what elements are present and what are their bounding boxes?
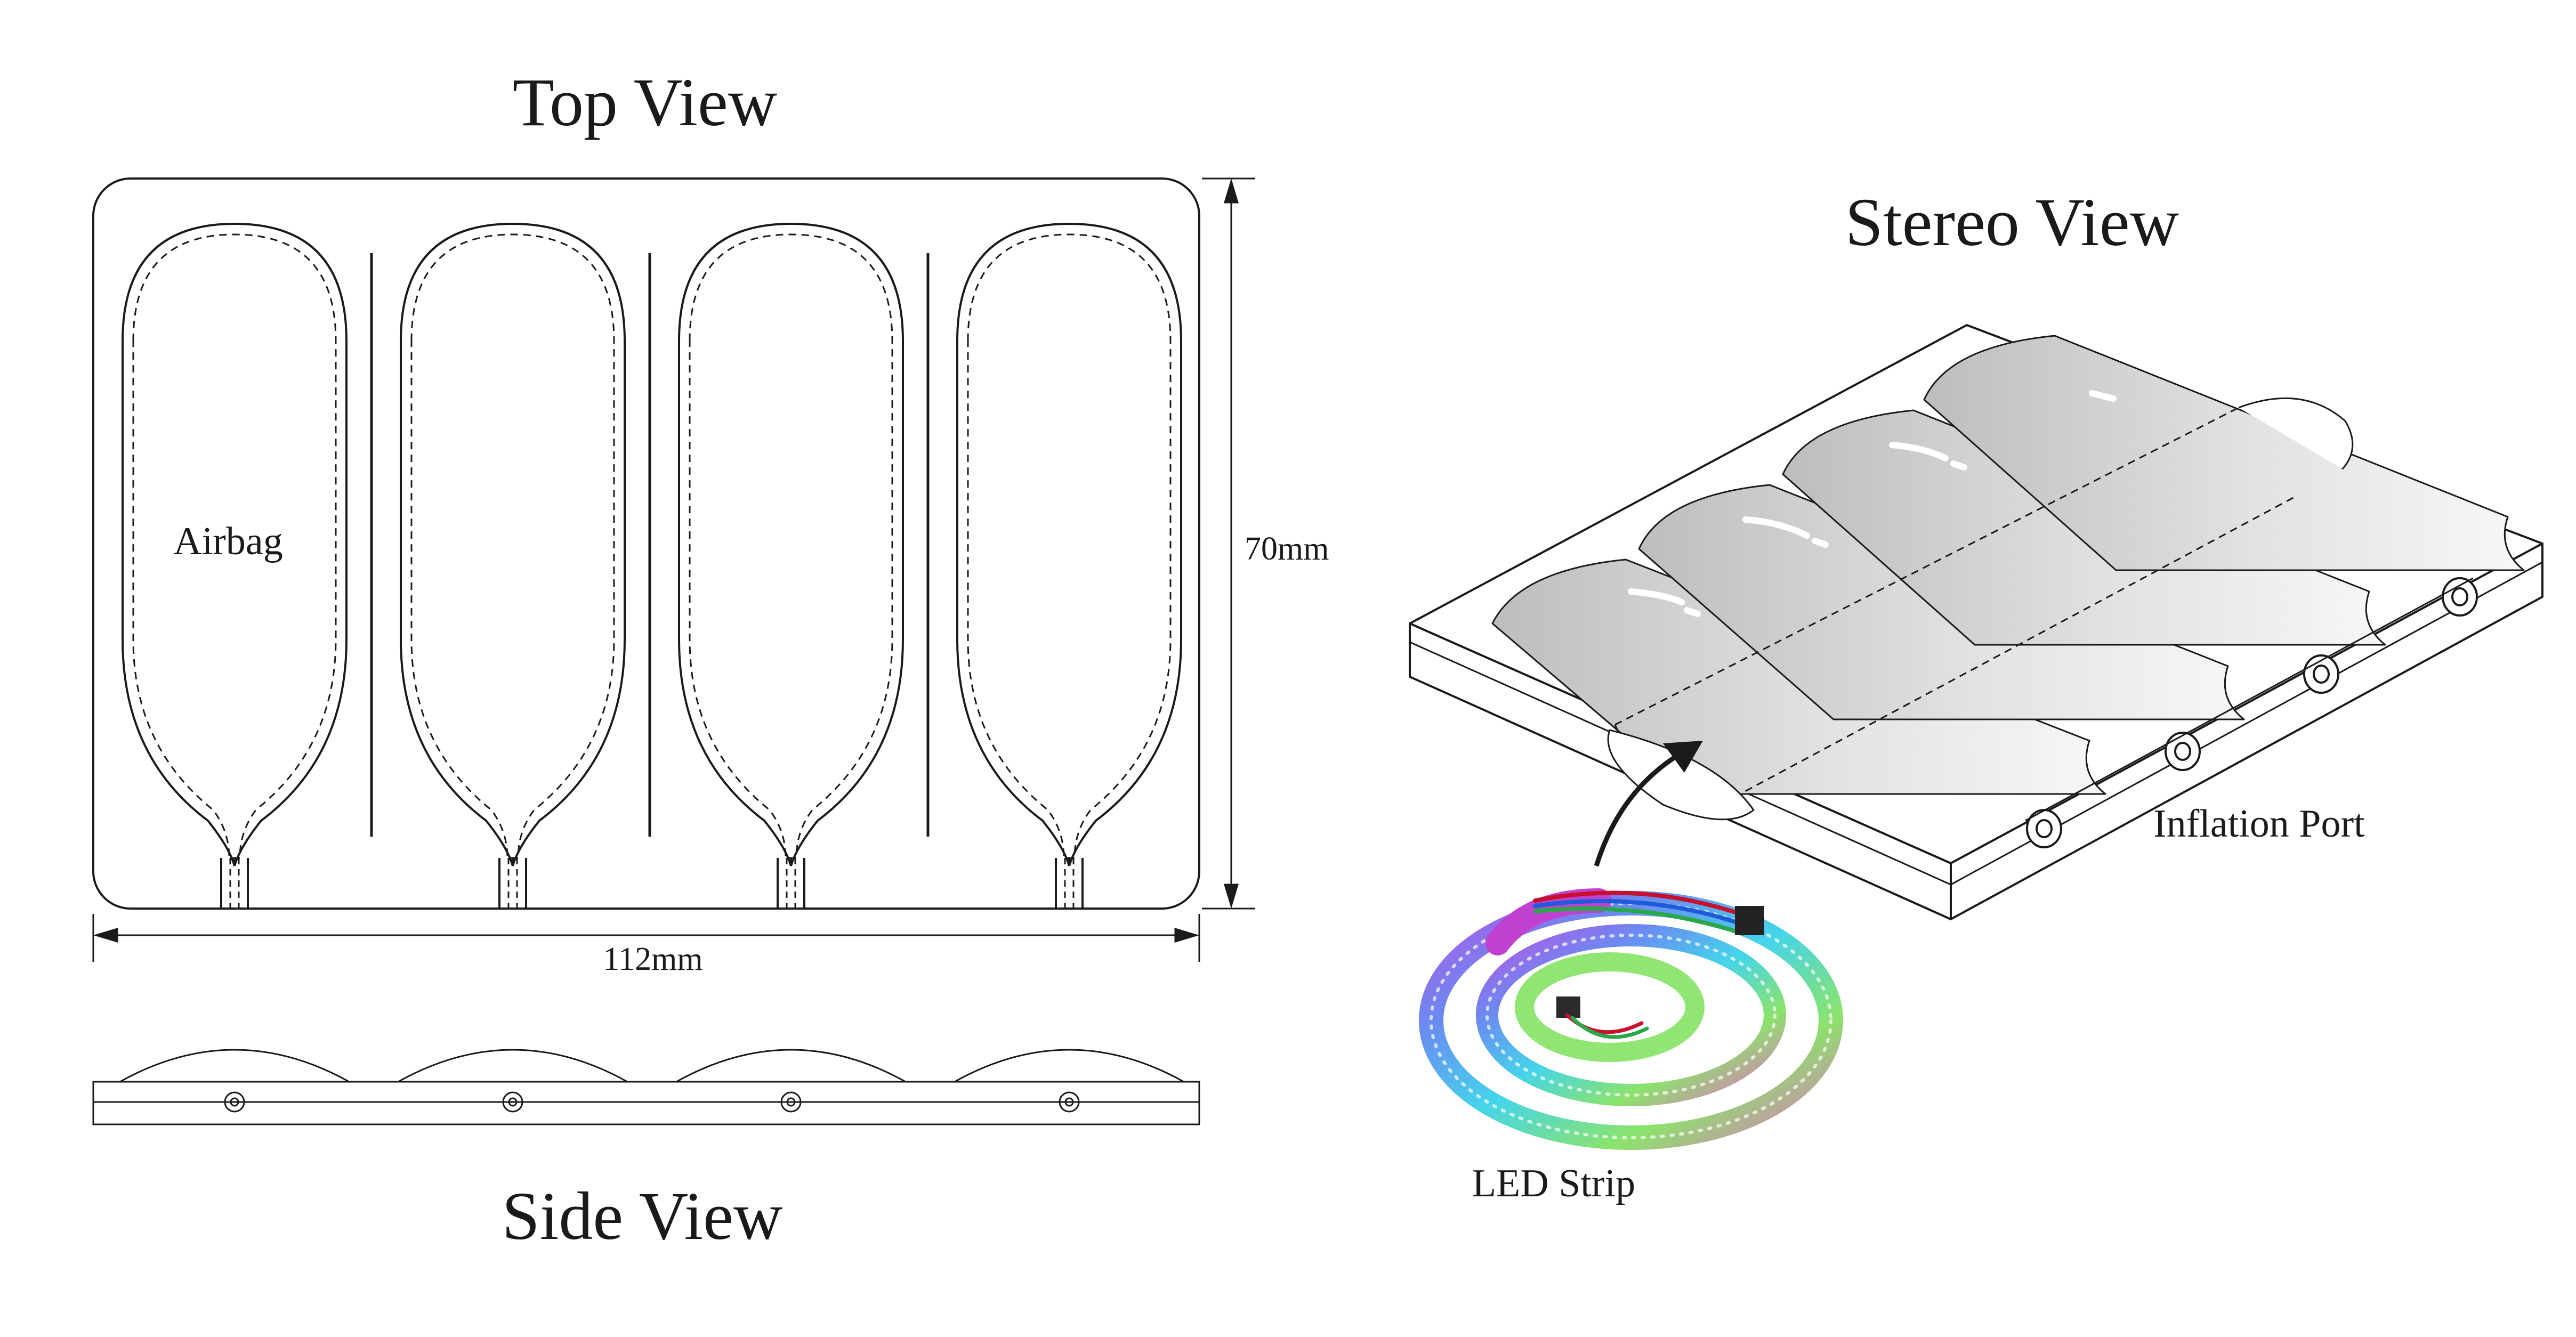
airbag-label: Airbag: [173, 520, 283, 563]
side-view: [92, 1049, 1200, 1125]
led-strip-label: LED Strip: [1472, 1162, 1635, 1205]
insertion-arrow-head: [1663, 741, 1703, 773]
inflation-port-1: [2026, 809, 2062, 848]
side-view-ports: [224, 1091, 1080, 1113]
side-view-base: [92, 1081, 1200, 1125]
inflation-port-2: [2165, 732, 2201, 771]
insertion-arrow: [1594, 749, 1686, 867]
width-dimension: [92, 914, 1200, 962]
airbag-1: [122, 222, 348, 909]
stereo-view: [1409, 324, 2543, 920]
side-view-bumps: [119, 1049, 1184, 1083]
top-view: [92, 177, 1255, 962]
top-view-title: Top View: [513, 64, 778, 140]
top-view-outline: [92, 177, 1200, 910]
port-rail: [2025, 577, 2474, 822]
airbag-2: [400, 222, 626, 909]
led-connector: [1735, 906, 1764, 935]
stereo-view-title: Stereo View: [1845, 184, 2179, 260]
inflation-port-4: [2442, 577, 2478, 617]
inflation-port-label: Inflation Port: [2153, 802, 2365, 846]
stereo-airbag-4: [1923, 335, 2525, 571]
height-dimension: [1202, 177, 1255, 910]
width-dimension-label: 112mm: [603, 941, 702, 977]
led-strip: [1419, 888, 1843, 1150]
airbag-4: [956, 222, 1182, 909]
cutaway-bulge-back: [2238, 397, 2354, 469]
side-view-title: Side View: [502, 1178, 783, 1254]
airbag-3: [678, 222, 904, 909]
height-dimension-label: 70mm: [1245, 531, 1329, 567]
base-right-face: [1950, 542, 2543, 920]
